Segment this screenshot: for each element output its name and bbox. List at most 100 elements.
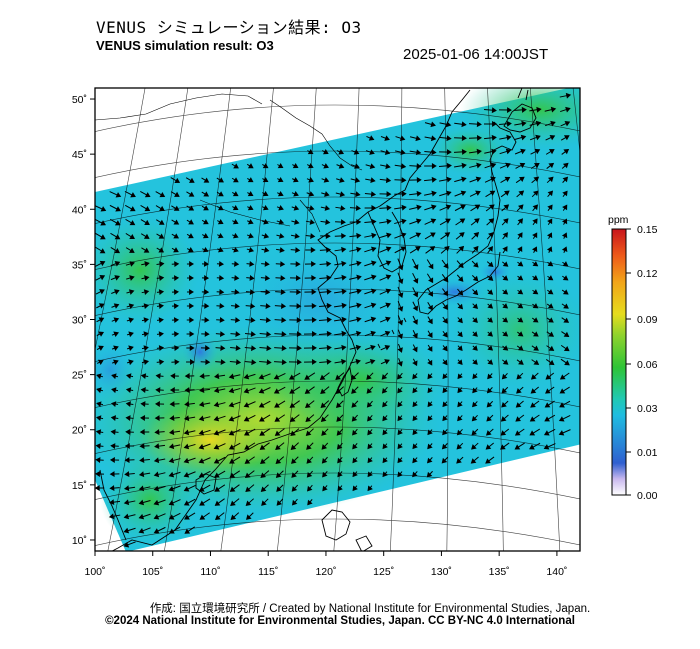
colorbar-unit: ppm (608, 214, 629, 226)
wind-arrow-head (517, 246, 523, 253)
wind-arrow-head (412, 332, 418, 339)
wind-arrow-head (548, 317, 554, 323)
wind-arrow-head (442, 290, 449, 297)
wind-arrow-head (245, 486, 251, 492)
parallel (95, 150, 580, 178)
wind-arrow-head (548, 149, 555, 155)
wind-arrow-head (355, 205, 361, 212)
wind-arrow-head (427, 401, 433, 408)
wind-arrow-head (547, 190, 554, 197)
wind-arrow-head (198, 401, 205, 408)
wind-arrow-head (461, 148, 467, 155)
wind-arrow-head (143, 289, 150, 296)
wind-arrow-head (198, 486, 205, 492)
wind-arrow-head (188, 233, 194, 239)
wind-arrow-head (273, 388, 280, 394)
wind-arrow-head (292, 176, 299, 183)
wind-arrow-head (412, 471, 418, 478)
wind-arrow-head (445, 218, 451, 224)
wind-arrow-head (341, 358, 347, 365)
wind-arrow-head (487, 246, 493, 252)
wind-arrow-head (532, 190, 539, 197)
wind-arrow-head (384, 359, 390, 365)
wind-arrow-head (416, 163, 422, 170)
wind-arrow-head (367, 415, 373, 422)
wind-arrow-head (296, 317, 302, 323)
credit-line: 作成: 国立環境研究所 / Created by National Instit… (149, 603, 591, 615)
wind-arrow-head (529, 430, 536, 436)
wind-arrow-head (114, 289, 120, 295)
wind-arrow-head (113, 317, 120, 323)
wind-arrow-head (262, 163, 269, 169)
wind-arrow-head (341, 260, 347, 267)
wind-arrow-head (397, 429, 403, 436)
wind-arrow-head (99, 234, 106, 240)
wind-arrow-head (184, 528, 191, 534)
wind-arrow-head (442, 401, 448, 408)
wind-arrow-head (199, 500, 205, 506)
wind-arrow-head (125, 387, 132, 394)
wind-arrow-head (124, 471, 130, 478)
wind-arrow-head (476, 134, 482, 141)
parallel (95, 472, 580, 500)
wind-arrow-head (356, 274, 362, 281)
wind-arrow-head (472, 359, 478, 365)
wind-arrow-head (123, 513, 130, 520)
wind-arrow-head (533, 176, 540, 183)
wind-arrow-head (371, 274, 377, 281)
wind-arrow-head (544, 416, 551, 422)
wind-arrow-head (174, 331, 180, 337)
wind-arrow-head (129, 275, 135, 281)
wind-arrow-head (203, 205, 209, 211)
wind-arrow-head (138, 513, 145, 520)
wind-arrow-head (246, 514, 252, 520)
wind-arrow-head (460, 190, 467, 197)
wind-arrow-head (124, 443, 130, 449)
colorbar-tick-label: 0.15 (637, 224, 658, 236)
wind-arrow-head (427, 429, 433, 436)
wind-arrow-head (183, 415, 190, 422)
wind-arrow-head (188, 205, 195, 211)
wind-arrow-head (352, 471, 358, 478)
wind-arrow-head (338, 149, 345, 155)
wind-arrow-head (428, 263, 434, 270)
wind-arrow-head (138, 499, 145, 506)
wind-arrow-head (382, 401, 388, 408)
wind-arrow-head (306, 472, 313, 478)
wind-arrow-head (356, 260, 362, 267)
wind-arrow-head (323, 163, 329, 169)
wind-arrow-head (532, 232, 538, 239)
wind-arrow-head (431, 204, 437, 211)
wind-arrow-head (323, 149, 329, 155)
wind-arrow-head (278, 205, 284, 211)
wind-arrow-head (153, 528, 160, 534)
wind-arrow-head (532, 289, 539, 295)
wind-arrow-head (235, 331, 241, 337)
wind-arrow-head (506, 134, 512, 141)
wind-arrow-head (245, 500, 252, 506)
wind-arrow-head (261, 500, 267, 506)
wind-arrow-head (296, 345, 302, 352)
wind-arrow-head (259, 444, 266, 450)
wind-arrow-head (232, 177, 239, 183)
wind-arrow-head (155, 373, 161, 379)
wind-arrow-head (143, 247, 150, 253)
wind-arrow-head (367, 457, 373, 464)
wind-arrow-head (341, 274, 347, 281)
wind-arrow-head (427, 332, 433, 339)
wind-arrow-head (341, 330, 347, 337)
meridian (107, 88, 189, 551)
wind-arrow-head (430, 232, 436, 238)
wind-arrow-head (291, 458, 297, 464)
wind-arrow-head (262, 176, 269, 183)
wind-arrow-head (427, 304, 433, 311)
wind-arrow-head (259, 430, 266, 436)
wind-arrow-head (547, 303, 554, 309)
copyright-line: ©2024 National Institute for Environment… (105, 615, 575, 627)
meridian (572, 88, 580, 156)
lat-tick-label: 45˚ (72, 149, 87, 161)
wind-arrow-head (517, 317, 524, 323)
wind-arrow-head (96, 415, 102, 422)
wind-arrow-head (123, 485, 130, 492)
wind-arrow-head (385, 302, 391, 309)
